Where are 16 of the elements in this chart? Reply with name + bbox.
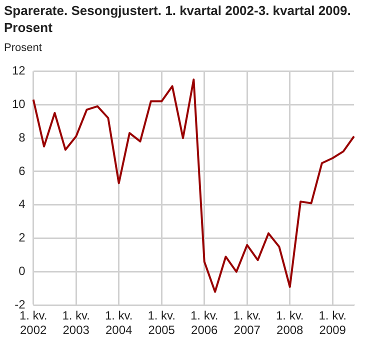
y-axis-title: Prosent [4, 42, 42, 54]
chart-title: Sparerate. Sesongjustert. 1. kvartal 2002-3. kvartal 2009. Prosent [4, 2, 352, 36]
y-tick-label: 12 [12, 64, 26, 78]
y-tick-label: 0 [18, 264, 26, 278]
x-tick-label: 1. kv. 2005 [148, 308, 176, 338]
x-tick-label: 1. kv. 2003 [62, 308, 90, 338]
x-tick-label: 1. kv. 2006 [190, 308, 218, 338]
x-tick-label: 1. kv. 2007 [233, 308, 262, 338]
y-tick-label: 2 [18, 230, 26, 245]
x-tick-label: 1. kv. 2009 [318, 308, 347, 338]
y-tick-label: 10 [12, 96, 26, 111]
y-tick-label: 6 [18, 164, 26, 178]
x-tick-label: 1. kv. 2004 [104, 308, 133, 338]
x-tick-label: 1. kv. 2008 [276, 308, 304, 338]
y-tick-label: 4 [18, 197, 26, 212]
y-tick-label: 8 [18, 130, 26, 144]
